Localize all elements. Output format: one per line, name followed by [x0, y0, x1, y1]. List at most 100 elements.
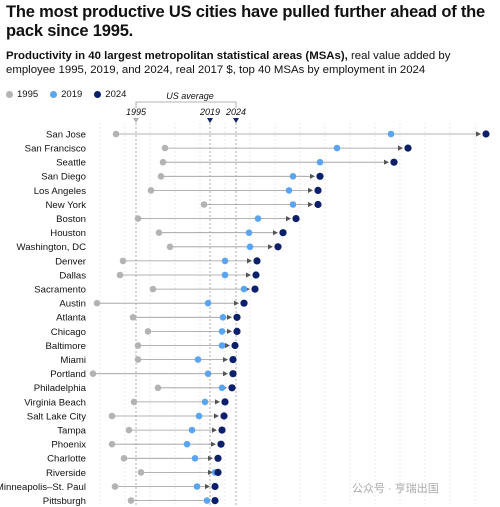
- category-label: Houston: [50, 228, 86, 239]
- arrow-head: [308, 187, 313, 193]
- point-2019: [218, 328, 226, 335]
- point-2019: [183, 440, 191, 448]
- category-label: Baltimore: [45, 341, 86, 352]
- point-2024: [214, 454, 222, 462]
- arrow-head: [268, 244, 273, 250]
- point-1995: [154, 384, 162, 392]
- legend-item-1995: 1995: [6, 89, 38, 100]
- category-label: Boston: [56, 214, 86, 225]
- chart-title: The most productive US cities have pulle…: [6, 3, 486, 40]
- point-2024: [314, 200, 322, 209]
- category-label: Miami: [60, 355, 86, 366]
- point-2019: [218, 384, 226, 392]
- point-2024: [253, 257, 261, 265]
- legend-dot-2024: [94, 91, 102, 98]
- point-2024: [229, 356, 237, 364]
- category-label: Chicago: [51, 327, 86, 338]
- category-label: Phoenix: [51, 440, 86, 451]
- point-2019: [289, 173, 297, 180]
- point-1995: [112, 130, 120, 138]
- legend-dot-2019: [50, 91, 58, 98]
- point-1995: [125, 426, 133, 434]
- arrow-head: [225, 342, 230, 349]
- point-2019: [194, 356, 202, 363]
- point-1995: [134, 215, 142, 222]
- point-2019: [316, 158, 324, 166]
- point-2024: [240, 299, 248, 307]
- arrow-head: [223, 371, 228, 377]
- category-label: Riverside: [46, 468, 86, 479]
- point-2024: [211, 482, 219, 491]
- point-1995: [116, 271, 124, 279]
- point-2019: [221, 257, 229, 265]
- arrow-head: [211, 441, 216, 447]
- category-label: Austin: [59, 299, 86, 310]
- legend-item-2019: 2019: [50, 89, 82, 100]
- point-2024: [211, 497, 219, 505]
- point-2024: [231, 341, 239, 350]
- point-2019: [201, 398, 209, 406]
- point-2024: [292, 215, 300, 223]
- point-1995: [166, 243, 174, 251]
- point-2019: [333, 144, 341, 152]
- watermark: 公众号 · 亨瑞出国: [352, 483, 439, 495]
- point-1995: [155, 229, 163, 236]
- category-label: San Jose: [46, 129, 86, 140]
- legend-item-2024: 2024: [94, 89, 126, 100]
- arrow-head: [308, 201, 313, 208]
- point-2019: [195, 412, 203, 420]
- category-label: Virginia Beach: [24, 397, 86, 408]
- point-2019: [387, 130, 395, 138]
- point-2024: [390, 158, 398, 166]
- point-1995: [111, 483, 119, 490]
- point-1995: [134, 356, 142, 363]
- category-label: Philadelphia: [34, 383, 87, 394]
- point-1995: [159, 158, 167, 166]
- legend-label-1995: 1995: [17, 89, 39, 100]
- point-2024: [279, 229, 287, 237]
- point-1995: [134, 342, 142, 349]
- point-2019: [204, 299, 212, 307]
- category-label: Washington, DC: [17, 242, 87, 253]
- category-label: Pittsburgh: [43, 496, 86, 507]
- arrow-head: [476, 131, 481, 137]
- point-2024: [229, 370, 237, 378]
- category-label: San Diego: [41, 172, 86, 183]
- arrow-head: [223, 357, 228, 363]
- legend-dot-1995: [6, 91, 13, 98]
- point-1995: [130, 398, 138, 406]
- point-2019: [218, 342, 226, 349]
- point-2019: [221, 271, 229, 279]
- legend-label-2019: 2019: [61, 89, 83, 100]
- category-label: Dallas: [59, 270, 86, 281]
- point-1995: [119, 257, 127, 265]
- category-label: Tampa: [57, 426, 86, 437]
- subtitle-rest: real value added by employee 1995, 2019,…: [6, 50, 451, 76]
- point-2019: [219, 314, 227, 321]
- us-average-bracket: [135, 101, 237, 108]
- us-average-marker-1995: [133, 118, 139, 123]
- category-label: New York: [45, 200, 86, 211]
- category-label: Salt Lake City: [27, 411, 86, 422]
- category-label: Los Angeles: [34, 186, 86, 197]
- point-2019: [204, 370, 212, 378]
- point-1995: [200, 201, 208, 208]
- category-label: Minneapolis–St. Paul: [0, 482, 86, 493]
- category-label: Atlanta: [56, 313, 87, 324]
- point-2019: [203, 497, 211, 504]
- arrow-head: [227, 328, 232, 334]
- point-1995: [149, 285, 157, 293]
- arrow-head: [212, 427, 217, 433]
- point-2024: [274, 243, 282, 251]
- point-2024: [404, 144, 412, 152]
- point-1995: [137, 469, 145, 476]
- arrow-head: [247, 258, 252, 264]
- point-1995: [93, 299, 101, 307]
- point-2019: [254, 215, 262, 222]
- point-2024: [233, 313, 241, 321]
- us-average-year-label-2019: 2019: [199, 107, 220, 117]
- point-1995: [144, 328, 152, 335]
- arrow-head: [208, 469, 213, 475]
- point-2024: [217, 440, 225, 448]
